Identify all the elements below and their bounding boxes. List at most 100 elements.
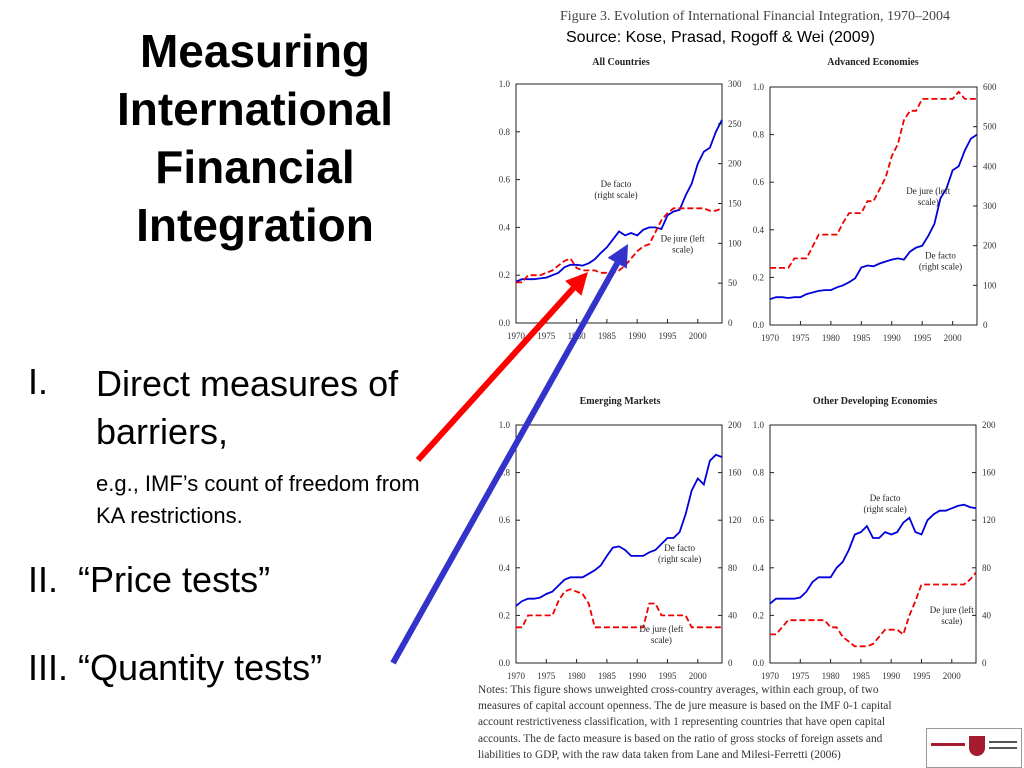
x-tick-label: 1980: [568, 671, 587, 681]
x-tick-label: 1985: [598, 331, 617, 341]
right-tick-label: 40: [728, 610, 738, 620]
bullet-text-2: “Price tests”: [78, 559, 271, 600]
right-tick-label: 200: [982, 420, 996, 430]
series-annotation: De jure (left scale): [930, 605, 974, 626]
right-tick-label: 0: [728, 658, 733, 668]
series-line-de-jure: [770, 572, 977, 648]
logo-bar-icon: [931, 743, 965, 746]
annotation-line: scale): [672, 245, 693, 255]
right-tick-label: 200: [728, 420, 742, 430]
red-arrow: [415, 286, 576, 463]
right-tick-label: 400: [983, 161, 997, 171]
left-tick-label: 0.4: [753, 225, 765, 235]
series-line-de-facto: [769, 503, 977, 605]
series-line-de-facto: [515, 119, 723, 283]
chart-panel-2: Advanced Economies 0.0 0.2 0.4 0.6 0.8 1.0 0 100…: [753, 57, 997, 343]
right-tick-label: 600: [983, 82, 997, 92]
annotation-line: De jure (left: [930, 605, 974, 615]
left-tick-label: 0.8: [753, 130, 765, 140]
annotation-line: (right scale): [864, 504, 907, 514]
chart-title: All Countries: [592, 57, 650, 68]
chart-title: Advanced Economies: [827, 57, 919, 68]
figure-notes: Notes: This figure shows unweighted cros…: [478, 684, 892, 761]
chart-panel-3: Emerging Markets 0.0 0.2 0.4 0.6 0.8 1.0 0 40 80 1…: [499, 396, 742, 681]
title-line-2: International: [116, 83, 394, 135]
plot-frame: [515, 83, 723, 324]
right-tick-label: 80: [728, 563, 738, 573]
x-tick-label: 1970: [761, 671, 780, 681]
crest-icon: [969, 736, 985, 756]
bullet-text-3: “Quantity tests”: [78, 647, 323, 688]
series-annotation: De jure (left scale): [906, 186, 950, 207]
chart-panel-1: All Countries 0.0 0.2 0.4 0.6 0.8 1.0 0 50 100 150…: [499, 57, 742, 341]
left-tick-label: 0.8: [753, 468, 765, 478]
chart-title: Other Developing Economies: [813, 396, 937, 407]
x-tick-label: 1975: [537, 671, 556, 681]
left-tick-label: 0.8: [499, 468, 511, 478]
annotation-line: De jure (left: [661, 234, 705, 244]
x-tick-label: 1990: [882, 671, 901, 681]
right-tick-label: 80: [982, 563, 992, 573]
x-tick-label: 2000: [944, 333, 963, 343]
left-tick-label: 0.0: [753, 658, 765, 668]
left-tick-label: 0.6: [499, 515, 511, 525]
logo-line-icon: [989, 747, 1017, 749]
x-tick-label: 1975: [537, 331, 556, 341]
x-tick-label: 1975: [791, 333, 810, 343]
x-tick-label: 2000: [689, 671, 708, 681]
annotation-line: De jure (left: [906, 186, 950, 196]
left-tick-label: 1.0: [499, 420, 511, 430]
bullet-text-1: Direct measures of barriers,: [96, 363, 399, 452]
annotation-line: De facto: [664, 543, 695, 553]
left-tick-label: 1.0: [753, 420, 765, 430]
annotation-line: (right scale): [919, 261, 962, 271]
series-annotation: De facto (right scale): [919, 250, 962, 271]
left-tick-label: 0.2: [753, 272, 764, 282]
x-tick-label: 1990: [883, 333, 902, 343]
left-tick-label: 0.0: [753, 320, 765, 330]
series-line-de-jure: [516, 588, 722, 629]
x-tick-label: 1985: [852, 671, 871, 681]
right-tick-label: 500: [983, 122, 997, 132]
title-line-4: Integration: [136, 199, 374, 251]
left-tick-label: 1.0: [753, 82, 765, 92]
right-tick-label: 160: [728, 468, 742, 478]
x-tick-label: 1990: [628, 331, 647, 341]
series-line-de-jure: [516, 207, 723, 284]
plot-frame: [769, 424, 977, 664]
chart-panel-4: Other Developing Economies 0.0 0.2 0.4 0.6 0.…: [753, 396, 996, 681]
left-tick-label: 0.4: [499, 563, 511, 573]
x-tick-label: 1980: [822, 671, 841, 681]
right-tick-label: 160: [982, 468, 996, 478]
blue-arrow: [390, 261, 620, 665]
annotation-line: scale): [918, 197, 939, 207]
title-line-3: Financial: [155, 141, 355, 193]
harvard-kennedy-school-logo: [926, 728, 1022, 768]
right-tick-label: 50: [728, 278, 738, 288]
right-tick-label: 300: [728, 79, 742, 89]
slide-title: Measuring International Financial Integr…: [40, 22, 470, 254]
left-tick-label: 0.4: [753, 563, 765, 573]
x-tick-label: 1995: [912, 671, 931, 681]
x-tick-label: 1995: [913, 333, 932, 343]
x-tick-label: 1970: [507, 331, 526, 341]
right-tick-label: 150: [728, 199, 742, 209]
x-tick-label: 1975: [791, 671, 810, 681]
right-tick-label: 300: [983, 201, 997, 211]
arrowhead-icon: [565, 272, 588, 296]
x-tick-label: 1985: [598, 671, 617, 681]
x-tick-label: 1985: [852, 333, 871, 343]
left-tick-label: 0.2: [499, 270, 510, 280]
left-tick-label: 0.2: [753, 610, 764, 620]
annotation-line: (right scale): [658, 554, 701, 564]
left-tick-label: 0.6: [753, 515, 765, 525]
x-tick-label: 1970: [761, 333, 780, 343]
annotation-line: (right scale): [594, 190, 637, 200]
series-line-de-jure: [770, 90, 977, 269]
series-annotation: De facto (right scale): [864, 493, 907, 514]
figure-caption: Figure 3. Evolution of International Fin…: [560, 9, 950, 24]
x-tick-label: 2000: [689, 331, 708, 341]
bullet-number-2: II.: [28, 559, 59, 600]
annotation-line: De facto: [870, 493, 901, 503]
